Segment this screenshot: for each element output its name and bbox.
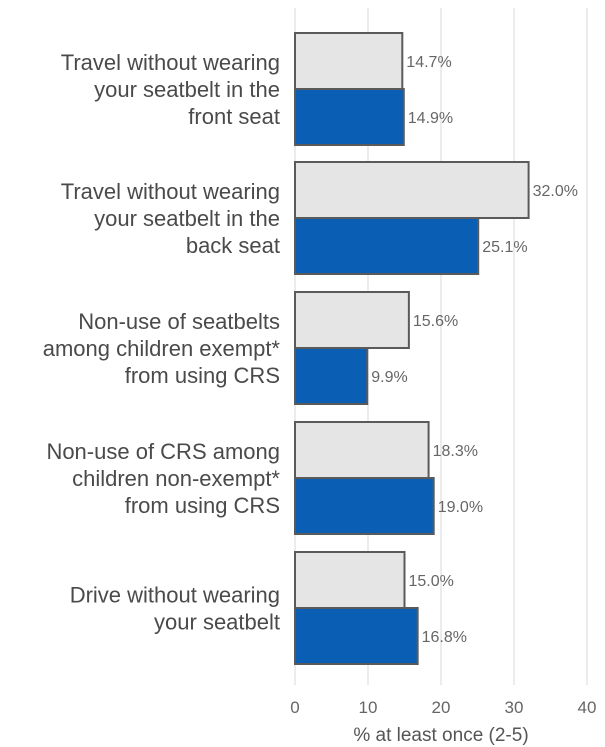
bar bbox=[294, 421, 430, 479]
data-label: 32.0% bbox=[533, 183, 578, 200]
data-label: 16.8% bbox=[422, 629, 467, 646]
category-label: back seat bbox=[186, 233, 280, 258]
data-label: 9.9% bbox=[371, 369, 407, 386]
bar bbox=[294, 161, 530, 219]
bar bbox=[294, 347, 369, 405]
x-tick-label: 0 bbox=[290, 698, 299, 717]
data-label: 14.9% bbox=[408, 110, 453, 127]
x-axis-title: % at least once (2-5) bbox=[353, 725, 528, 746]
data-label: 14.7% bbox=[406, 54, 451, 71]
bars: 14.7% 14.9% 32.0% 25.1% 15.6% 9.9% 18.3% 19.0% 1… bbox=[294, 32, 578, 665]
x-tick-label: 20 bbox=[432, 698, 451, 717]
category-label: Non-use of CRS among bbox=[46, 439, 280, 464]
category-label: from using CRS bbox=[125, 493, 280, 518]
bar bbox=[294, 477, 435, 535]
x-axis-ticks: 0 10 20 30 40 bbox=[290, 698, 596, 717]
bar bbox=[294, 88, 405, 146]
bar bbox=[294, 217, 480, 275]
data-label: 18.3% bbox=[433, 443, 478, 460]
category-label: Drive without wearing bbox=[70, 583, 280, 608]
category-label: your seatbelt bbox=[154, 610, 280, 635]
data-label: 15.6% bbox=[413, 313, 458, 330]
bar bbox=[294, 607, 419, 665]
x-tick-label: 30 bbox=[505, 698, 524, 717]
data-label: 25.1% bbox=[482, 239, 527, 256]
category-label: Travel without wearing bbox=[61, 50, 280, 75]
category-label: your seatbelt in the bbox=[94, 77, 280, 102]
bar bbox=[294, 551, 406, 609]
category-label: your seatbelt in the bbox=[94, 206, 280, 231]
category-label: Travel without wearing bbox=[61, 179, 280, 204]
category-label: among children exempt* bbox=[43, 336, 281, 361]
data-label: 15.0% bbox=[409, 573, 454, 590]
category-label: Non-use of seatbelts bbox=[78, 309, 280, 334]
bar bbox=[294, 32, 404, 90]
x-tick-label: 10 bbox=[359, 698, 378, 717]
x-tick-label: 40 bbox=[578, 698, 597, 717]
category-label: from using CRS bbox=[125, 363, 280, 388]
data-label: 19.0% bbox=[438, 499, 483, 516]
category-label: children non-exempt* bbox=[72, 466, 280, 491]
bar bbox=[294, 291, 410, 349]
category-label: front seat bbox=[188, 104, 280, 129]
